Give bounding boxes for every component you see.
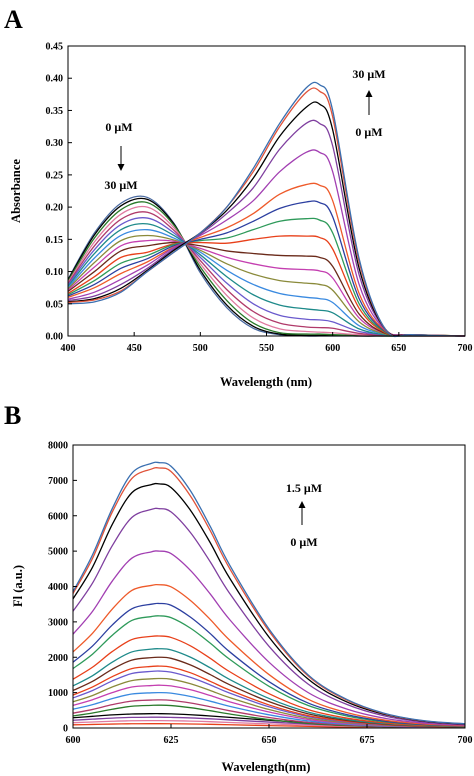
panel-a-ylabel: Absorbance [9, 159, 23, 223]
a-ytick: 0.30 [46, 138, 64, 149]
b-xtick: 675 [360, 735, 375, 746]
a-ytick: 0.25 [46, 170, 64, 181]
b-ytick: 7000 [48, 476, 68, 487]
a-xtick: 700 [458, 343, 473, 354]
a-ytick: 0.45 [46, 42, 64, 53]
series-line [72, 482, 466, 725]
annotation-start-conc: 0 μM [355, 125, 382, 139]
arrow-down-icon [117, 146, 125, 171]
series-line [67, 101, 466, 337]
series-line [72, 648, 466, 728]
series-line [72, 615, 466, 727]
annotation-end-conc: 30 μM [352, 67, 385, 81]
a-ytick: 0.05 [46, 299, 64, 310]
series-line [67, 200, 466, 337]
series-line [67, 234, 466, 337]
b-ytick: 6000 [48, 511, 68, 522]
a-xtick: 600 [325, 343, 340, 354]
a-xtick: 550 [259, 343, 274, 354]
series-line [67, 201, 465, 337]
b-ytick: 3000 [48, 617, 68, 628]
panel-a-xlabel: Wavelength (nm) [220, 375, 312, 389]
b-ytick: 8000 [48, 441, 68, 452]
panel-b-xlabel: Wavelength(nm) [222, 760, 311, 774]
panel-b-ticks: 600 625 650 675 700 0 1000 2000 3000 400… [48, 441, 473, 747]
b-ytick: 5000 [48, 547, 68, 558]
series-line [67, 235, 466, 337]
b-ytick: 2000 [48, 653, 68, 664]
b-xtick: 625 [164, 735, 179, 746]
b-xtick: 600 [66, 735, 81, 746]
a-xtick: 400 [61, 343, 76, 354]
a-ytick: 0.00 [46, 332, 64, 343]
series-line [72, 602, 466, 727]
series-line [72, 467, 466, 725]
annotation-end-conc: 1.5 μM [286, 481, 322, 495]
panel-b-series [72, 461, 466, 729]
b-ytick: 0 [63, 724, 68, 735]
panel-b-label: B [4, 401, 21, 430]
series-line [67, 222, 466, 337]
annotation-end-conc: 30 μM [104, 178, 137, 192]
panel-b: B 600 625 650 675 700 0 1000 2000 3000 4… [4, 401, 473, 774]
b-ytick: 1000 [48, 688, 68, 699]
a-xtick: 650 [391, 343, 406, 354]
series-line [72, 665, 466, 728]
series-line [67, 217, 466, 337]
series-line [67, 81, 466, 338]
a-ytick: 0.40 [46, 74, 64, 85]
series-line [72, 507, 466, 726]
series-line [72, 461, 466, 725]
a-xtick: 450 [127, 343, 142, 354]
b-xtick: 650 [262, 735, 277, 746]
series-line [67, 239, 466, 337]
series-line [72, 583, 466, 727]
arrow-up-icon [365, 90, 373, 115]
panel-a-label: A [4, 5, 23, 34]
series-line [72, 656, 466, 728]
series-line [67, 217, 466, 337]
b-ytick: 4000 [48, 582, 68, 593]
a-ytick: 0.35 [46, 106, 64, 117]
a-ytick: 0.10 [46, 267, 64, 278]
panel-b-ylabel: Fl (a.u.) [11, 565, 25, 607]
a-xtick: 500 [193, 343, 208, 354]
series-line [67, 228, 466, 337]
series-line [67, 119, 466, 337]
series-line [67, 149, 466, 337]
series-line [67, 241, 466, 337]
panel-a-ticks: 400 450 500 550 600 650 700 0.00 0.05 0.… [46, 42, 473, 355]
annotation-start-conc: 0 μM [290, 535, 317, 549]
series-line [67, 211, 466, 337]
a-ytick: 0.15 [46, 235, 64, 246]
series-line [67, 197, 465, 337]
series-line [67, 182, 466, 337]
a-ytick: 0.20 [46, 203, 64, 214]
arrow-up-icon [298, 501, 306, 525]
panel-a-series [67, 81, 466, 338]
series-line [72, 635, 466, 728]
panel-a: A 400 450 500 550 600 650 700 0.00 0.05 … [4, 5, 473, 389]
annotation-start-conc: 0 μM [105, 120, 132, 134]
b-xtick: 700 [458, 735, 473, 746]
series-line [72, 550, 466, 726]
